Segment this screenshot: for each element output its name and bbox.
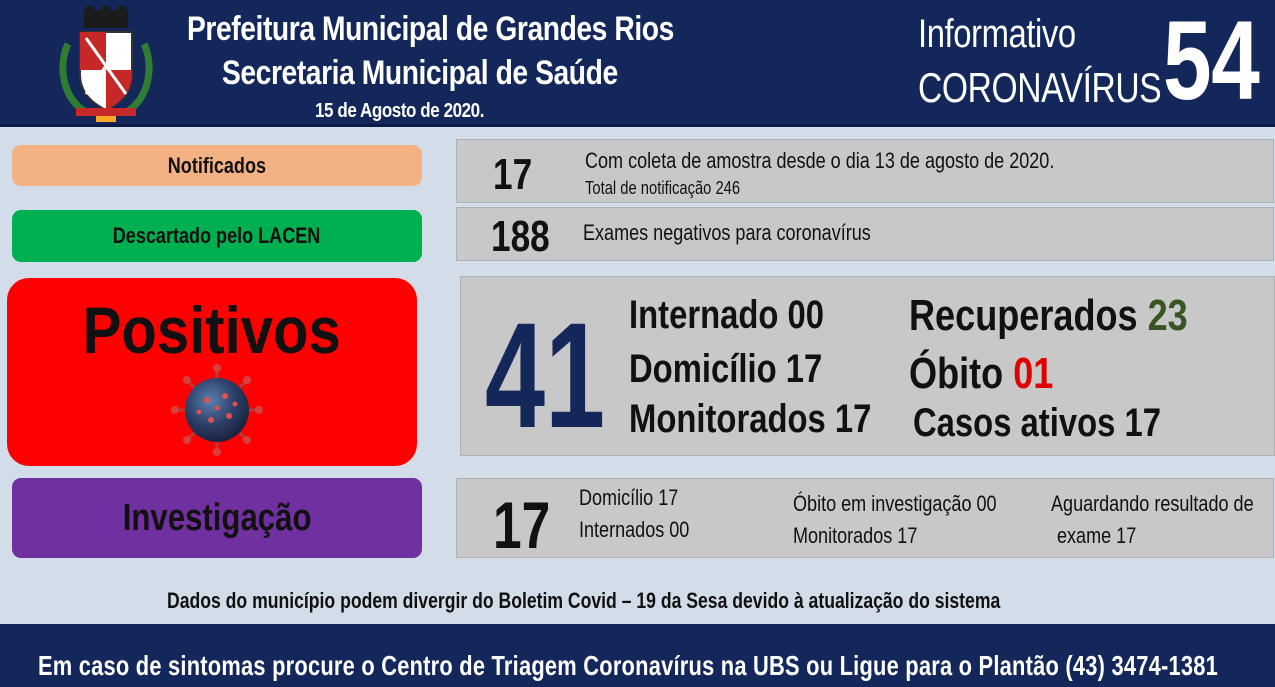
positivos-monitorados: Monitorados 17 — [629, 397, 872, 441]
investigacao-monitorados: Monitorados 17 — [793, 523, 918, 548]
prefeitura-title: Prefeitura Municipal de Grandes Rios — [187, 10, 674, 48]
notificados-description: Com coleta de amostra desde o dia 13 de … — [585, 148, 1055, 173]
investigacao-panel: 17 Domicílio 17 Internados 00 Óbito em i… — [456, 478, 1274, 562]
notificados-panel: 17 Com coleta de amostra desde o dia 13 … — [456, 139, 1274, 203]
municipal-crest-icon — [59, 6, 153, 122]
descartados-label-box: Descartado pelo LACEN — [12, 210, 422, 262]
bulletin-date: 15 de Agosto de 2020. — [315, 100, 485, 122]
positivos-domicilio: Domicílio 17 — [629, 347, 823, 391]
positivos-panel: 41 Internado 00 Domicílio 17 Monitorados… — [460, 276, 1275, 459]
descartados-description: Exames negativos para coronavírus — [583, 220, 871, 245]
investigacao-aguardando: Aguardando resultado de — [1051, 491, 1254, 516]
investigacao-value: 17 — [493, 488, 551, 562]
positivos-label: Positivos — [82, 293, 342, 367]
investigacao-aguardando-exame: exame 17 — [1057, 523, 1137, 548]
notificados-total: Total de notificação 246 — [585, 178, 741, 198]
virus-icon — [171, 364, 263, 456]
investigacao-domicilio: Domicílio 17 — [579, 485, 679, 510]
footer-contact-text: Em caso de sintomas procure o Centro de … — [38, 650, 1218, 681]
positivos-total: 41 — [485, 291, 606, 459]
edition-number: 54 — [1163, 0, 1260, 123]
descartados-value: 188 — [491, 212, 550, 261]
investigacao-label: Investigação — [122, 496, 312, 539]
informativo-label: Informativo — [918, 12, 1076, 56]
positivos-label-box: Positivos — [7, 278, 417, 466]
investigacao-obito: Óbito em investigação 00 — [793, 491, 997, 516]
descartados-label: Descartado pelo LACEN — [113, 223, 321, 248]
positivos-casos-ativos: Casos ativos 17 — [913, 401, 1161, 445]
recuperados-value: 23 — [1147, 291, 1188, 340]
recuperados-label: Recuperados — [909, 291, 1138, 340]
notificados-label: Notificados — [167, 152, 267, 178]
disclaimer-text: Dados do município podem divergir do Bol… — [167, 588, 1001, 613]
obito-label: Óbito — [909, 349, 1004, 398]
secretaria-title: Secretaria Municipal de Saúde — [222, 54, 618, 92]
coronavirus-label: CORONAVÍRUS — [918, 64, 1162, 111]
notificados-label-box: Notificados — [12, 145, 422, 186]
investigacao-label-box: Investigação — [12, 478, 422, 558]
obito-value: 01 — [1013, 349, 1054, 398]
notificados-value: 17 — [493, 150, 533, 199]
header-banner: Prefeitura Municipal de Grandes Rios Sec… — [0, 0, 1275, 127]
positivos-recuperados: Recuperados 23 — [909, 291, 1188, 341]
descartados-panel: 188 Exames negativos para coronavírus — [456, 207, 1274, 261]
footer-banner: Em caso de sintomas procure o Centro de … — [0, 624, 1275, 687]
positivos-internado: Internado 00 — [629, 293, 825, 337]
investigacao-internados: Internados 00 — [579, 517, 690, 542]
positivos-obito: Óbito 01 — [909, 349, 1053, 399]
